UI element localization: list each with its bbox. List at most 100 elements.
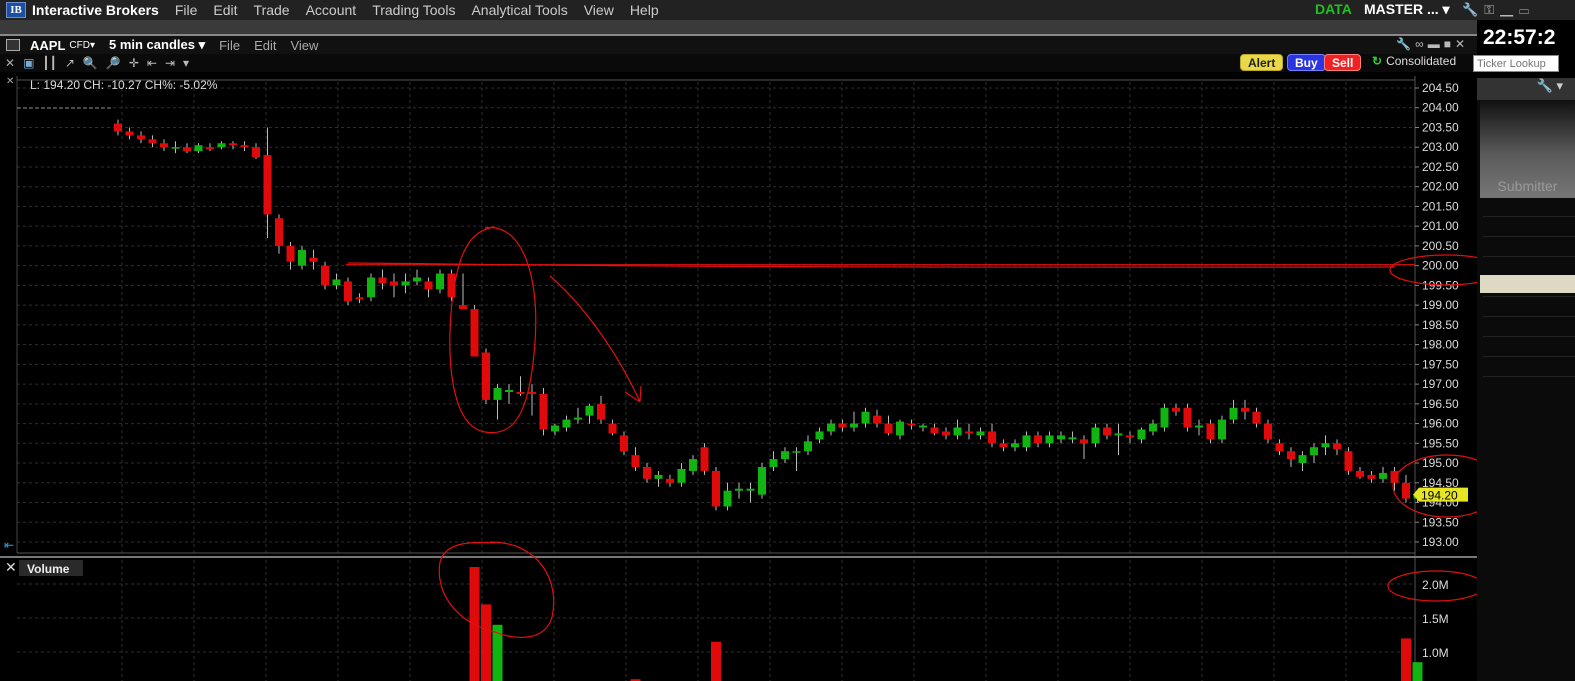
- minimize-icon[interactable]: ▁: [1500, 2, 1520, 17]
- timeframe-dropdown[interactable]: 5 min candles ▾: [108, 37, 206, 52]
- candle-body: [528, 391, 536, 394]
- chart-type-icon[interactable]: ▣: [23, 56, 35, 70]
- candle-body: [1149, 423, 1157, 432]
- chart-menu-view[interactable]: View: [290, 37, 319, 53]
- candle-body: [125, 131, 134, 136]
- candle-body: [1390, 470, 1399, 483]
- price-tick-label: 203.50: [1422, 120, 1459, 134]
- candle-body: [263, 155, 272, 215]
- crosshair-icon[interactable]: ✛: [128, 56, 139, 70]
- maximize-icon[interactable]: ■: [1443, 37, 1455, 51]
- candle-body: [1264, 423, 1272, 440]
- candle-body: [1183, 407, 1192, 428]
- menu-file[interactable]: File: [174, 2, 198, 18]
- minimize-icon[interactable]: ▬: [1427, 37, 1444, 51]
- candle-body: [1137, 429, 1146, 440]
- menu-trading-tools[interactable]: Trading Tools: [372, 2, 456, 18]
- order-row[interactable]: [1483, 316, 1575, 335]
- order-row[interactable]: [1483, 236, 1575, 255]
- volume-pane-close-icon[interactable]: ✕: [5, 559, 17, 575]
- candle-body: [735, 488, 743, 491]
- price-tick-label: 199.00: [1422, 298, 1459, 312]
- candle-body: [355, 297, 364, 300]
- order-row-selected[interactable]: [1480, 275, 1575, 293]
- candle-body: [654, 474, 663, 479]
- wrench-icon[interactable]: 🔧: [1462, 2, 1485, 17]
- candle-body: [942, 431, 950, 436]
- candle-body: [689, 459, 697, 471]
- chart-menu-edit[interactable]: Edit: [254, 37, 277, 53]
- last-price-tag: [1413, 487, 1468, 502]
- scroll-start-icon[interactable]: ⇤: [4, 538, 14, 552]
- annotation-circle-200: [1389, 254, 1477, 286]
- contract-type-label: CFD: [69, 39, 90, 51]
- zoom-in-icon[interactable]: 🔍: [82, 56, 98, 70]
- order-row[interactable]: [1483, 216, 1575, 235]
- candle-body: [723, 490, 732, 507]
- candle-body: [884, 423, 893, 434]
- scroll-forward-icon[interactable]: ⇥: [164, 56, 176, 70]
- volume-bar: [711, 641, 721, 681]
- menu-help[interactable]: Help: [629, 2, 659, 18]
- buy-button[interactable]: Buy: [1287, 54, 1326, 71]
- candle-body: [459, 305, 467, 310]
- price-chart[interactable]: L: 194.20 CH: -10.27 CH%: -5.02% ✕ 204.5…: [0, 72, 1477, 681]
- candle-body: [1241, 407, 1249, 412]
- candle-body: [585, 405, 594, 416]
- volume-bar: [630, 679, 641, 681]
- candle-body: [1298, 455, 1307, 464]
- close-icon[interactable]: ✕: [1454, 37, 1469, 51]
- candle-body: [1218, 419, 1226, 440]
- order-row[interactable]: [1483, 256, 1575, 275]
- bar-chart-icon[interactable]: ┃┃: [42, 56, 57, 70]
- price-tick-label: 197.50: [1422, 357, 1459, 371]
- lock-icon[interactable]: ⚿: [1484, 2, 1501, 17]
- order-row[interactable]: [1483, 336, 1575, 355]
- wrench-icon[interactable]: 🔧: [1536, 78, 1553, 93]
- alert-button[interactable]: Alert: [1240, 54, 1284, 71]
- price-tick-label: 197.00: [1422, 377, 1459, 391]
- consolidated-toggle[interactable]: ↻ Consolidated: [1372, 54, 1456, 68]
- candle-body: [321, 265, 329, 286]
- candle-body: [1252, 411, 1261, 424]
- menu-view[interactable]: View: [583, 2, 614, 18]
- price-tick-label: 202.50: [1422, 160, 1459, 174]
- volume-label: Volume: [27, 562, 70, 576]
- candle-body: [436, 273, 444, 290]
- sell-button[interactable]: Sell: [1324, 54, 1362, 71]
- candle-body: [171, 147, 180, 149]
- order-row[interactable]: [1483, 296, 1575, 315]
- volume-label-box: [19, 560, 83, 576]
- candle-body: [1229, 407, 1238, 420]
- scroll-back-icon[interactable]: ⇤: [146, 56, 157, 70]
- candle-body: [505, 390, 513, 392]
- symbol-label[interactable]: AAPL: [30, 37, 66, 53]
- candle-body: [677, 468, 686, 483]
- order-row[interactable]: [1483, 376, 1575, 395]
- contract-type-dropdown[interactable]: CFD▾: [69, 39, 95, 51]
- submitter-column-header[interactable]: Submitter: [1497, 178, 1558, 194]
- zoom-out-icon[interactable]: 🔎: [105, 56, 121, 70]
- menu-analytical-tools[interactable]: Analytical Tools: [471, 2, 568, 18]
- link-icon[interactable]: ∞: [1415, 37, 1428, 51]
- candle-body: [1356, 470, 1364, 477]
- order-row[interactable]: [1483, 356, 1575, 375]
- account-dropdown[interactable]: MASTER ... ▾: [1364, 1, 1450, 17]
- price-pane-close-icon[interactable]: ✕: [6, 76, 14, 87]
- candle-body: [608, 423, 617, 434]
- line-tool-icon[interactable]: ↗: [64, 56, 75, 70]
- candle-body: [413, 277, 421, 282]
- menu-account[interactable]: Account: [305, 2, 357, 18]
- chart-menu-file[interactable]: File: [219, 37, 241, 53]
- maximize-icon[interactable]: ▭: [1519, 2, 1536, 17]
- candle-body: [1057, 435, 1065, 440]
- ticker-lookup-input[interactable]: [1473, 55, 1559, 72]
- menu-trade[interactable]: Trade: [253, 2, 290, 18]
- candle-body: [597, 403, 605, 420]
- more-tools-icon[interactable]: ▾: [183, 56, 190, 70]
- settings-icon[interactable]: 🔧: [1396, 37, 1416, 51]
- menu-edit[interactable]: Edit: [213, 2, 238, 18]
- candle-body: [1011, 443, 1019, 448]
- candle-body: [516, 391, 525, 394]
- close-panel-icon[interactable]: ✕: [5, 56, 16, 70]
